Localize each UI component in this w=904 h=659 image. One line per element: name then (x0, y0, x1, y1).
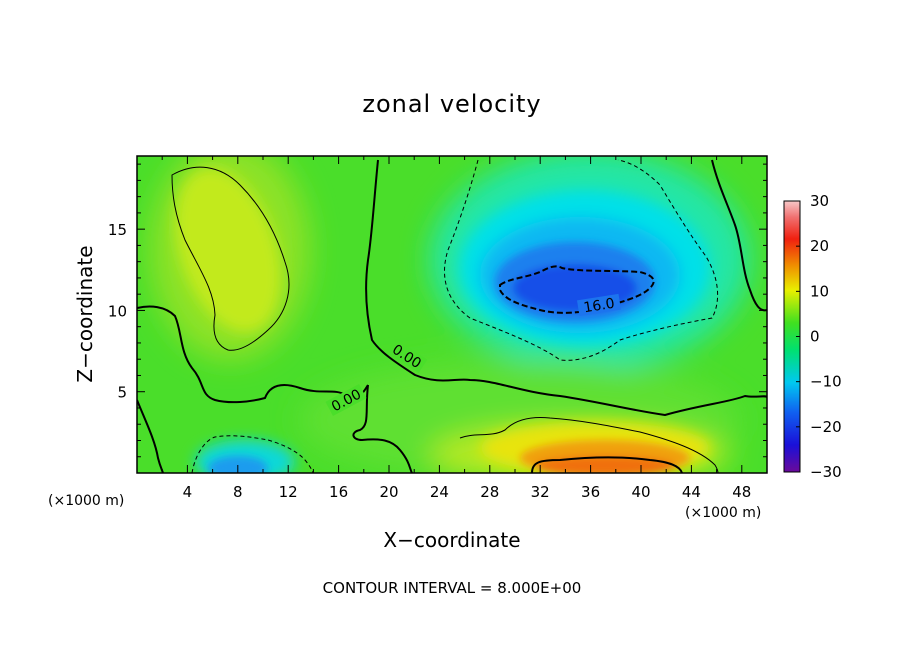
region-yellow-left (175, 167, 281, 333)
x-tick-label-8: 36 (581, 483, 600, 501)
y-axis-label: Z−coordinate (73, 245, 97, 382)
colorbar-ticks: 30 20 10 0 −10 −20 −30 (796, 192, 842, 481)
region-blue-bottom-left (208, 456, 268, 473)
contour-neg8-top (443, 159, 719, 361)
x-tick-label-9: 40 (631, 483, 650, 501)
y-tick-label-1: 10 (108, 302, 127, 320)
x-tick-label-2: 12 (279, 483, 298, 501)
contour-0-vertical (365, 159, 767, 417)
contour-8-left (171, 166, 290, 351)
colorbar-tick-label-0: 30 (810, 192, 829, 210)
colorbar-tick-label-2: 10 (810, 282, 829, 300)
contour-0-lower (352, 384, 413, 473)
contour-16-bottom (531, 456, 683, 473)
colorbar-tick-label-3: 0 (810, 328, 820, 346)
contour-interval-footer: CONTOUR INTERVAL = 8.000E+00 (323, 579, 582, 597)
x-axis-ticks: 4 8 12 16 20 24 28 32 36 40 44 48 (161, 156, 751, 501)
y-axis-ticks: 5 10 15 (108, 163, 767, 458)
x-tick-label-3: 16 (329, 483, 348, 501)
x-unit-left: (×1000 m) (48, 493, 124, 509)
contour-8-bottom (459, 417, 719, 473)
plot-field: 0.00 0.00 16.0 (137, 156, 767, 473)
y-tick-label-2: 15 (108, 221, 127, 239)
colorbar-tick-label-1: 20 (810, 237, 829, 255)
contour-label-3: 16.0 (583, 296, 616, 317)
x-tick-label-4: 20 (379, 483, 398, 501)
region-orange-core (535, 456, 675, 473)
contour-label-bg-2 (325, 384, 367, 416)
contour-neg16 (499, 265, 655, 314)
colorbar-tick-label-6: −30 (810, 463, 842, 481)
contours (137, 159, 767, 473)
x-unit-right: (×1000 m) (685, 505, 761, 521)
x-tick-label-7: 32 (531, 483, 550, 501)
colorbar-tick-label-5: −20 (810, 418, 842, 436)
y-tick-label-0: 5 (117, 384, 127, 402)
contour-0-right (711, 159, 767, 312)
x-tick-label-10: 44 (682, 483, 701, 501)
contour-label-bg-3 (577, 293, 621, 317)
plot-frame (136, 155, 768, 474)
x-tick-label-11: 48 (732, 483, 751, 501)
contour-label-bg-1 (386, 338, 428, 374)
x-tick-label-1: 8 (233, 483, 243, 501)
colorbar-tick-label-4: −10 (810, 373, 842, 391)
chart-title: zonal velocity (362, 90, 541, 118)
x-tick-label-5: 24 (430, 483, 449, 501)
x-tick-label-0: 4 (183, 483, 193, 501)
x-tick-label-6: 28 (480, 483, 499, 501)
x-axis-label: X−coordinate (383, 528, 520, 552)
